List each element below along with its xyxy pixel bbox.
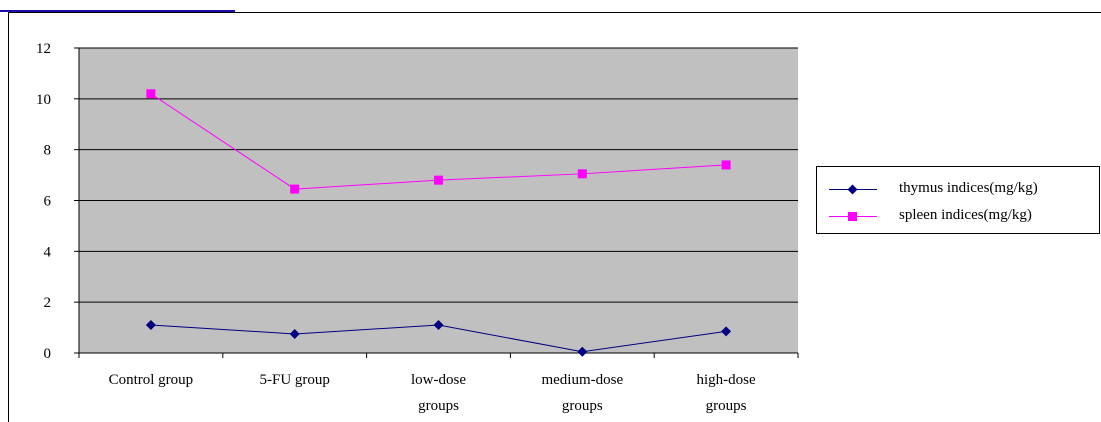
legend-item-spleen: spleen indices(mg/kg) xyxy=(817,206,1101,228)
data-point-square xyxy=(434,175,443,185)
data-point-diamond xyxy=(577,346,588,357)
data-point-diamond xyxy=(433,320,444,331)
chart-area-frame xyxy=(8,12,1101,422)
legend-item-thymus: thymus indices(mg/kg) xyxy=(817,179,1101,201)
x-category-label: Control group xyxy=(109,372,194,388)
data-point-square xyxy=(721,160,731,170)
y-tick-label: 0 xyxy=(44,346,52,362)
y-tick-label: 4 xyxy=(44,244,52,260)
x-category-label: medium-dose groups xyxy=(541,372,623,414)
link-underline-fragment[interactable] xyxy=(0,0,235,12)
x-category-label-line: groups xyxy=(562,398,603,414)
plot-area xyxy=(79,47,798,353)
x-category-label: low-dose groups xyxy=(411,372,466,414)
chart-legend: thymus indices(mg/kg) spleen indices(mg/… xyxy=(816,166,1100,234)
legend-diamond-marker xyxy=(847,184,858,195)
chart-marks xyxy=(145,89,732,357)
x-category-label-line: Control group xyxy=(109,372,194,388)
y-tick-label: 2 xyxy=(44,295,52,311)
x-category-label-line: low-dose xyxy=(411,372,466,388)
data-point-square xyxy=(290,184,300,194)
legend-label-spleen: spleen indices(mg/kg) xyxy=(899,207,1032,223)
x-category-label-line: 5-FU group xyxy=(259,372,329,388)
y-tick-label: 8 xyxy=(44,143,52,159)
legend-label-thymus: thymus indices(mg/kg) xyxy=(899,180,1038,196)
y-tick-label: 6 xyxy=(44,194,52,210)
data-point-square xyxy=(577,169,587,179)
x-category-label-line: high-dose xyxy=(697,372,757,388)
x-category-label-line: groups xyxy=(418,398,459,414)
x-category-label-line: groups xyxy=(706,398,747,414)
data-point-diamond xyxy=(289,328,300,339)
legend-square-marker xyxy=(848,212,857,221)
x-category-label: high-dose groups xyxy=(697,372,757,414)
x-category-label: 5-FU group xyxy=(259,372,329,388)
data-point-square xyxy=(146,89,156,99)
axes: 0 2 4 6 8 10 12 Control group 5-FU group low-dose… xyxy=(36,41,799,414)
data-point-diamond xyxy=(145,320,156,331)
y-tick-label: 10 xyxy=(36,92,51,108)
x-category-label-line: medium-dose xyxy=(541,372,623,388)
y-tick-label: 12 xyxy=(36,41,51,57)
data-point-diamond xyxy=(721,326,732,337)
